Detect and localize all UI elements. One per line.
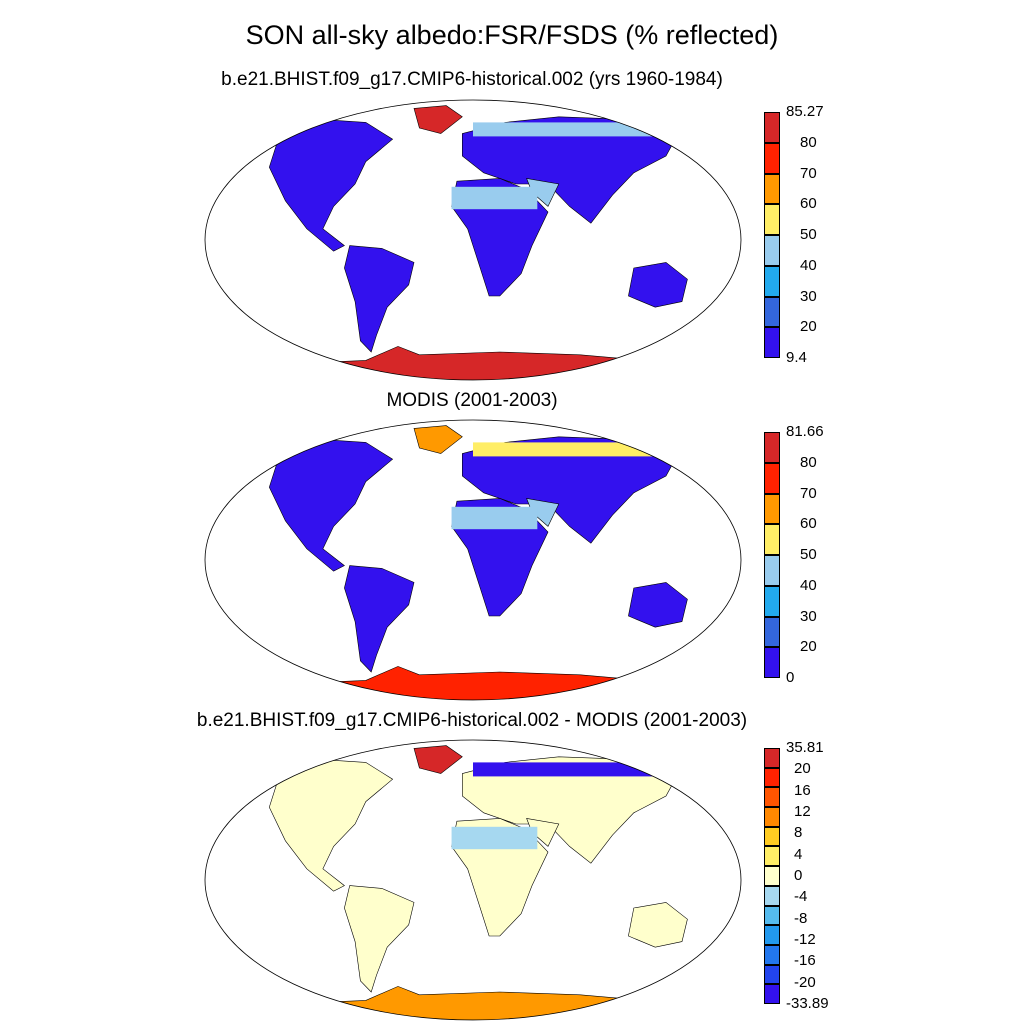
colorbar-label: 80 xyxy=(800,453,817,471)
colorbar-swatch xyxy=(764,204,780,235)
map-panel-1 xyxy=(204,99,742,381)
colorbar-label: -12 xyxy=(794,931,816,948)
figure-title: SON all-sky albedo:FSR/FSDS (% reflected… xyxy=(245,20,779,50)
region-na xyxy=(268,119,394,252)
colorbar-swatch xyxy=(764,524,780,555)
region-sa xyxy=(344,885,415,993)
colorbar-swatch xyxy=(764,826,780,847)
colorbar-swatch xyxy=(764,885,780,906)
colorbar-label: 50 xyxy=(800,546,817,563)
colorbar-label: 4 xyxy=(794,845,803,863)
colorbar-label: 0 xyxy=(794,867,803,884)
colorbar-label: 60 xyxy=(800,195,817,213)
region-au xyxy=(628,902,688,948)
panel-2-title: MODIS (2001-2003) xyxy=(386,390,558,411)
colorbar-swatch xyxy=(764,964,780,985)
colorbar-swatch xyxy=(764,748,780,768)
map-outline xyxy=(204,99,742,381)
colorbar-label: 16 xyxy=(794,781,811,799)
high-latitude-band xyxy=(473,442,666,457)
region-sa xyxy=(344,565,415,673)
map-outline xyxy=(204,419,742,701)
colorbar-swatch xyxy=(764,462,780,494)
colorbar-label: 40 xyxy=(800,576,817,594)
desert-band xyxy=(451,826,538,850)
colorbar-label: 12 xyxy=(794,803,811,820)
region-na xyxy=(268,759,394,892)
region-an xyxy=(225,346,721,380)
high-latitude-band xyxy=(473,762,666,777)
colorbar-swatch xyxy=(764,555,780,586)
colorbar-swatch xyxy=(764,647,780,678)
colorbar-swatch xyxy=(764,265,780,297)
region-au xyxy=(628,582,688,628)
colorbar-modis: 81.66 80 70 60 50 40 30 20 0 xyxy=(764,423,824,686)
colorbar-swatch xyxy=(764,767,780,788)
colorbar-swatch xyxy=(764,112,780,143)
colorbar-label: 20 xyxy=(800,638,817,656)
region-an xyxy=(225,666,721,700)
colorbar-swatch xyxy=(764,585,780,617)
map-panel-3 xyxy=(204,739,742,1021)
colorbar-swatch xyxy=(764,432,780,463)
colorbar-label: 80 xyxy=(800,133,817,151)
colorbar-label: 50 xyxy=(800,226,817,243)
colorbar-label: 81.66 xyxy=(786,423,824,440)
colorbar-swatch xyxy=(764,235,780,266)
region-gl xyxy=(413,425,463,454)
colorbar-label: 30 xyxy=(800,607,817,625)
colorbar-swatch xyxy=(764,493,780,525)
colorbar-swatch xyxy=(764,846,780,867)
colorbar-swatch xyxy=(764,616,780,648)
desert-band xyxy=(451,506,538,530)
colorbar-swatch xyxy=(764,984,780,1004)
colorbar-label: 60 xyxy=(800,515,817,533)
colorbar-label: -33.89 xyxy=(786,995,829,1012)
colorbar-model: 85.27 80 70 60 50 40 30 20 9.4 xyxy=(764,103,824,366)
colorbar-swatch xyxy=(764,866,780,886)
region-eu xyxy=(461,756,678,864)
colorbar-swatch xyxy=(764,787,780,808)
colorbar-swatch xyxy=(764,905,780,926)
colorbar-label: 30 xyxy=(800,287,817,305)
colorbar-label: 20 xyxy=(794,760,811,778)
colorbar-label: 85.27 xyxy=(786,103,824,120)
desert-band xyxy=(451,186,538,210)
map-panel-2 xyxy=(204,419,742,701)
colorbar-swatch xyxy=(764,925,780,945)
colorbar-swatch xyxy=(764,807,780,827)
colorbar-swatch xyxy=(764,296,780,328)
colorbar-label: 0 xyxy=(786,669,795,686)
panel-1-title: b.e21.BHIST.f09_g17.CMIP6-historical.002… xyxy=(221,69,723,90)
region-eu xyxy=(461,116,678,224)
colorbar-difference: 35.81 20 16 12 8 4 0 -4 -8 -12 -16 -20 -33.89 xyxy=(764,739,829,1012)
region-gl xyxy=(413,105,463,134)
colorbar-label: 70 xyxy=(800,484,817,502)
colorbar-swatch xyxy=(764,173,780,205)
colorbar-label: -8 xyxy=(794,909,808,927)
region-an xyxy=(225,986,721,1020)
colorbar-label: 40 xyxy=(800,256,817,274)
region-au xyxy=(628,262,688,308)
panel-3-title: b.e21.BHIST.f09_g17.CMIP6-historical.002… xyxy=(196,710,748,731)
colorbar-label: 70 xyxy=(800,164,817,182)
colorbar-label: 35.81 xyxy=(786,739,824,756)
region-gl xyxy=(413,745,463,774)
region-na xyxy=(268,439,394,572)
colorbar-swatch xyxy=(764,142,780,174)
colorbar-label: -16 xyxy=(794,952,816,970)
map-outline xyxy=(204,739,742,1021)
high-latitude-band xyxy=(473,122,666,137)
colorbar-label: -4 xyxy=(794,888,808,906)
colorbar-label: 9.4 xyxy=(786,349,807,366)
colorbar-label: 20 xyxy=(800,318,817,336)
colorbar-label: -20 xyxy=(794,973,816,991)
colorbar-swatch xyxy=(764,944,780,965)
colorbar-label: 8 xyxy=(794,824,803,842)
region-sa xyxy=(344,245,415,353)
colorbar-swatch xyxy=(764,327,780,358)
region-eu xyxy=(461,436,678,544)
